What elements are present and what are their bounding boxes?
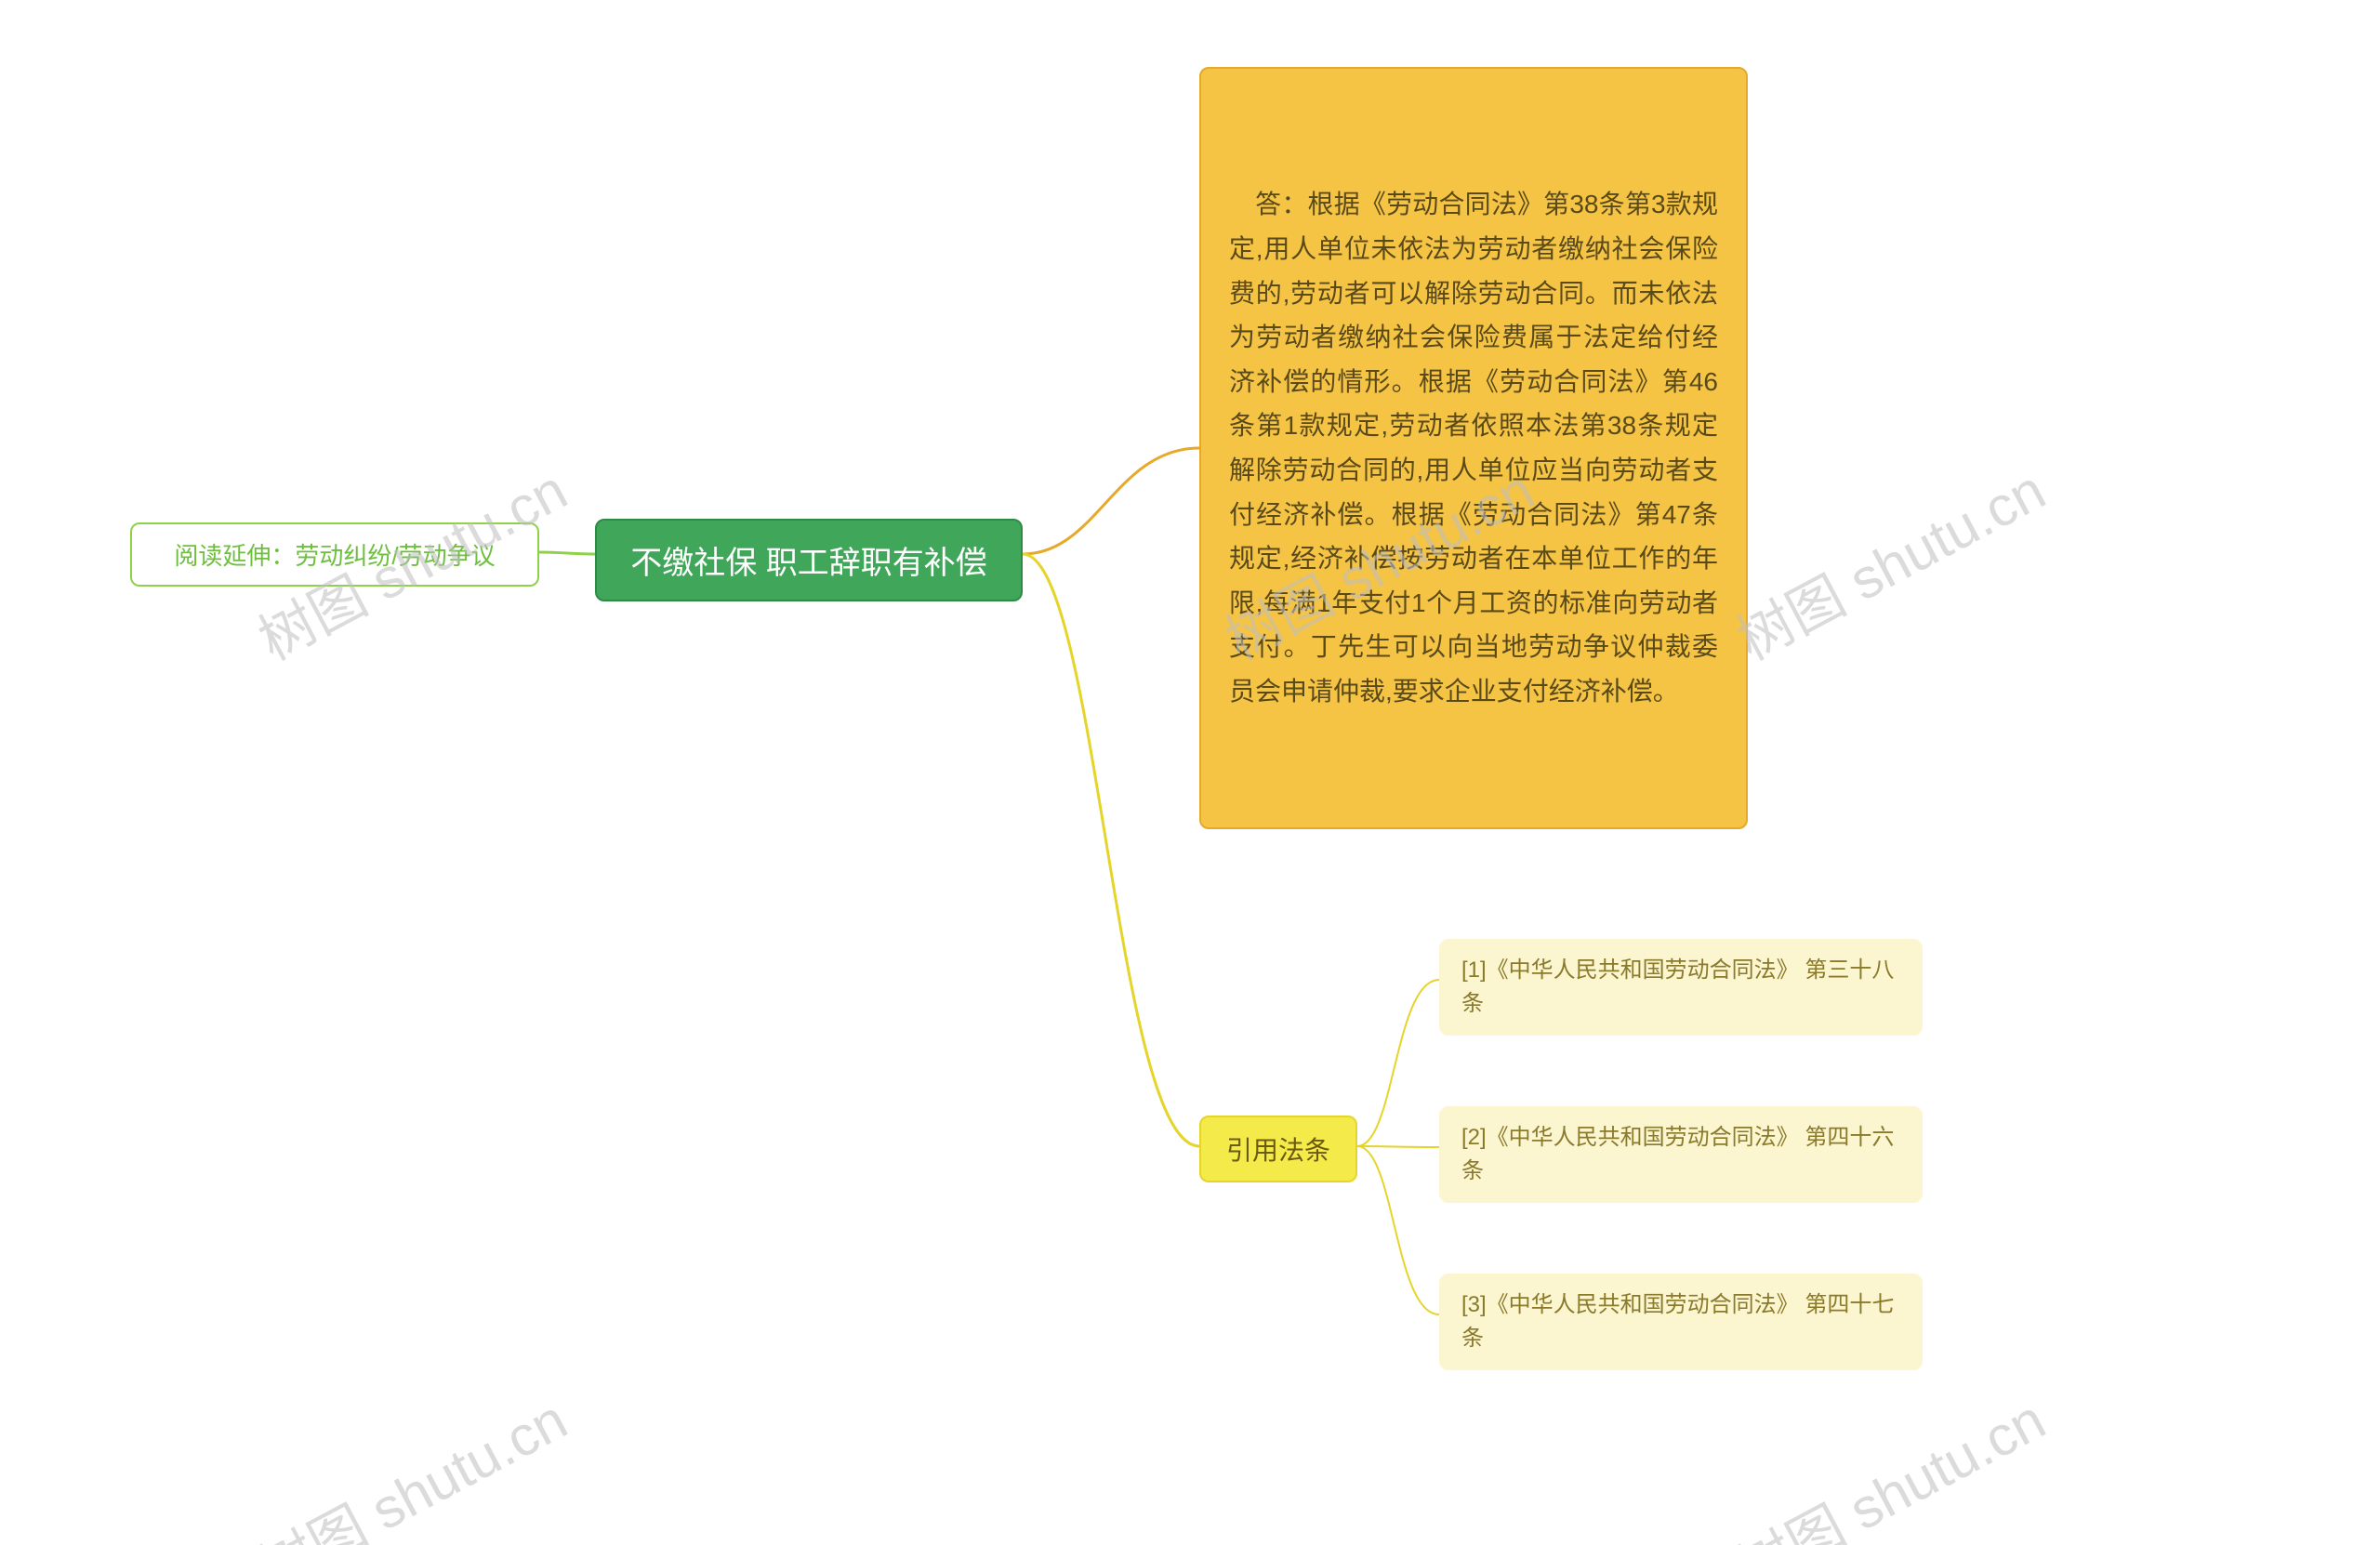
citation-leaf-label: [3]《中华人民共和国劳动合同法》 第四十七条 [1461,1288,1900,1355]
citation-leaf-node[interactable]: [3]《中华人民共和国劳动合同法》 第四十七条 [1439,1274,1923,1370]
citation-leaf-node[interactable]: [1]《中华人民共和国劳动合同法》 第三十八条 [1439,939,1923,1036]
left-branch-label: 阅读延伸：劳动纠纷/劳动争议 [174,537,495,572]
connector-edge [1357,1146,1439,1147]
answer-node[interactable]: 答：根据《劳动合同法》第38条第3款规定,用人单位未依法为劳动者缴纳社会保险费的… [1199,67,1748,829]
watermark-text: 树图 shutu.cn [1721,446,2057,676]
connector-edge [539,552,595,554]
citation-leaf-label: [1]《中华人民共和国劳动合同法》 第三十八条 [1461,954,1900,1021]
citation-leaf-label: [2]《中华人民共和国劳动合同法》 第四十六条 [1461,1121,1900,1188]
connector-edge [1357,980,1439,1146]
citation-parent-label: 引用法条 [1226,1130,1330,1168]
citation-parent-node[interactable]: 引用法条 [1199,1116,1357,1182]
watermark-text: 树图 shutu.cn [1721,1376,2057,1545]
connector-edge [1357,1146,1439,1314]
citation-leaf-node[interactable]: [2]《中华人民共和国劳动合同法》 第四十六条 [1439,1106,1923,1203]
answer-text: 答：根据《劳动合同法》第38条第3款规定,用人单位未依法为劳动者缴纳社会保险费的… [1229,182,1718,713]
left-branch-node[interactable]: 阅读延伸：劳动纠纷/劳动争议 [130,522,539,587]
center-topic-node[interactable]: 不缴社保 职工辞职有补偿 [595,519,1023,601]
center-topic-label: 不缴社保 职工辞职有补偿 [630,537,986,583]
watermark-text: 树图 shutu.cn [243,1376,579,1545]
connector-edge [1023,554,1199,1146]
connector-layer [0,0,2380,1545]
connector-edge [1023,448,1199,554]
